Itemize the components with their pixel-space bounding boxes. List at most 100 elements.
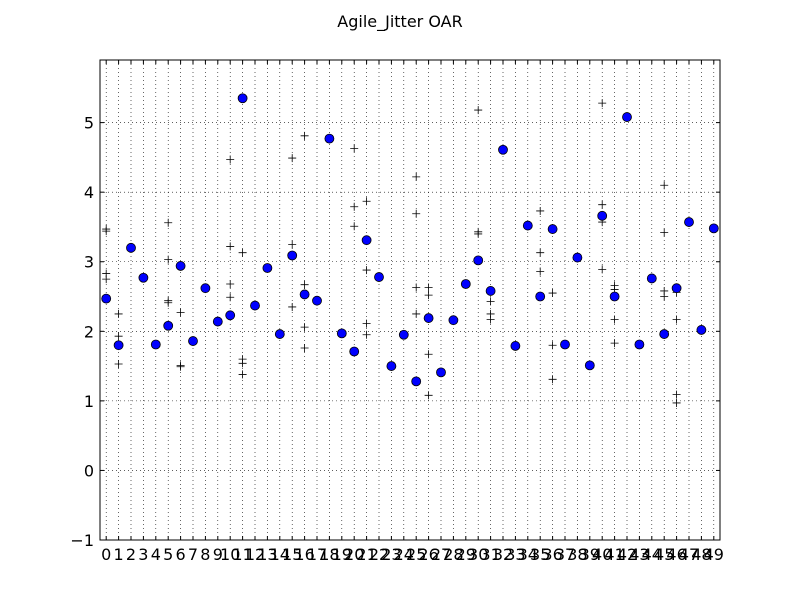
x-tick-label: 33 [505,545,525,564]
plus-marker [226,293,235,302]
plus-marker [536,267,545,276]
x-tick-label: 16 [294,545,314,564]
data-point [188,336,198,346]
x-tick-label: 34 [518,545,538,564]
data-point [113,340,124,351]
plus-marker [548,289,557,298]
data-point [622,112,632,122]
data-point [535,291,546,302]
data-point [299,289,310,300]
x-tick-label: 8 [200,545,210,564]
data-point [150,339,161,350]
plus-marker [412,309,421,318]
y-tick-label: 0 [84,461,94,480]
x-tick-label: 2 [126,545,136,564]
plus-marker [672,315,681,324]
plus-marker [164,218,173,227]
plus-marker [102,275,111,284]
data-point [398,329,409,340]
plus-marker [350,144,359,153]
chart-title: Agile_Jitter OAR [337,12,462,32]
plus-marker [598,265,607,274]
data-point [212,316,223,327]
plus-marker [114,332,123,341]
x-tick-label: 32 [493,545,513,564]
plus-marker [424,391,433,400]
plus-marker [362,197,371,206]
data-point [671,283,682,294]
x-tick-label: 37 [555,545,575,564]
data-point [225,310,236,321]
data-point [522,220,533,231]
plus-marker [164,255,173,264]
y-tick-label: 4 [84,183,94,202]
y-tick-label: 2 [84,322,94,341]
x-tick-label: 11 [232,545,252,564]
x-tick-label: 9 [213,545,223,564]
plot-area-frame [99,59,721,541]
x-tick-label: 25 [406,545,426,564]
plus-marker [288,154,297,163]
x-tick-label: 26 [418,545,438,564]
plus-marker [660,292,669,301]
plus-marker [672,390,681,399]
data-point [324,133,335,144]
data-point [175,261,186,271]
data-point [498,144,508,155]
x-tick-label: 38 [567,545,587,564]
x-tick-label: 41 [604,545,624,564]
x-tick-label: 20 [344,545,364,564]
y-tick-label: −1 [70,531,94,550]
x-tick-label: 49 [704,545,724,564]
x-tick-label: 40 [592,545,612,564]
data-point [510,341,521,351]
data-point [597,210,608,221]
data-point [411,376,422,387]
data-points [101,93,719,387]
x-tick-label: 48 [691,545,711,564]
plus-marker [660,228,669,237]
plus-marker [362,319,371,328]
x-tick-label: 1 [114,545,124,564]
plus-marker [412,283,421,292]
x-tick-label: 28 [443,545,463,564]
data-point [634,339,645,350]
plus-marker [412,172,421,181]
x-tick-label: 19 [332,545,352,564]
data-point [547,224,558,234]
x-tick-label: 35 [530,545,550,564]
plus-marker [362,266,371,275]
x-tick-label: 23 [381,545,401,564]
plus-marker [288,302,297,311]
data-point [101,293,112,304]
plus-marker [350,222,359,231]
x-tick-label: 47 [679,545,699,564]
x-tick-label: 3 [138,545,148,564]
x-tick-label: 44 [642,545,662,564]
x-tick-label: 30 [468,545,488,564]
plus-marker [176,308,185,317]
data-point [374,272,384,282]
x-tick-label: 45 [654,545,674,564]
plus-marker [350,202,359,211]
data-point [473,255,484,266]
data-point [138,272,149,283]
data-point [696,325,707,335]
data-point [349,346,360,357]
axes: 0 1 2 3 4 5 6 7 8 9101112131415161718192021222324… [70,60,724,564]
x-tick-label: 5 [163,545,173,564]
plus-marker [474,229,483,238]
data-point [312,295,322,306]
data-point [609,291,620,302]
data-point [386,361,397,371]
x-tick-label: 31 [480,545,500,564]
x-tick-label: 13 [257,545,277,564]
plus-marker [412,209,421,218]
data-point [237,93,248,104]
plus-marker [226,155,235,164]
x-tick-label: 12 [245,545,265,564]
y-tick-label: 5 [84,114,94,133]
data-point [684,217,694,227]
